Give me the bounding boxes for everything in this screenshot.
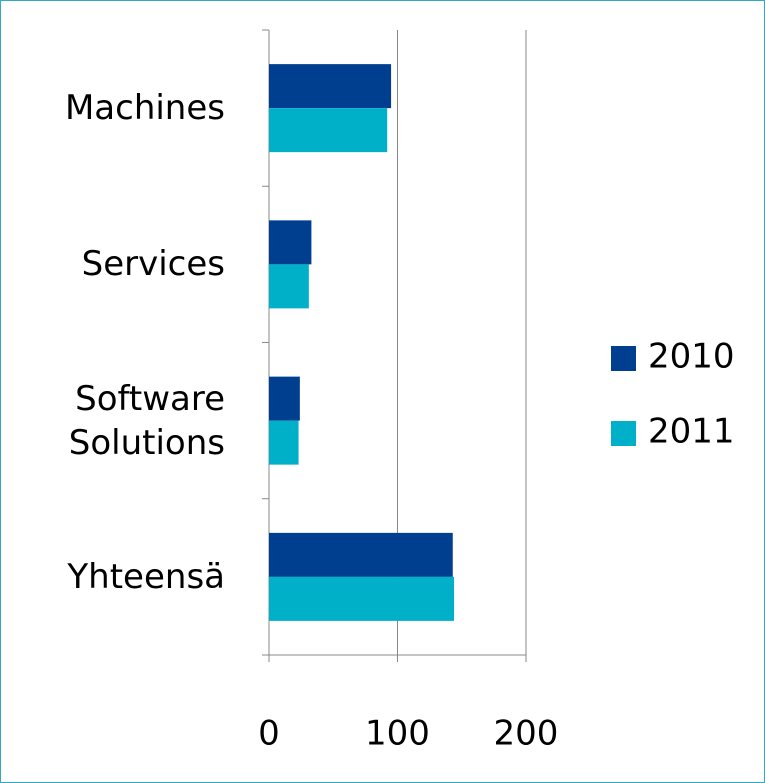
legend-label: 2011 xyxy=(648,412,735,452)
bar xyxy=(269,376,300,421)
legend-swatch xyxy=(611,346,636,371)
x-tick-label: 100 xyxy=(365,714,430,754)
bar xyxy=(269,532,453,577)
legend-label: 2010 xyxy=(648,337,735,377)
bar xyxy=(269,420,299,465)
bar xyxy=(269,264,309,309)
legend-swatch xyxy=(611,421,636,446)
y-tick-label: Services xyxy=(81,244,225,285)
bar xyxy=(269,220,312,265)
bar xyxy=(269,576,455,621)
x-tick-label: 200 xyxy=(494,714,559,754)
bar xyxy=(269,64,392,109)
y-tick-label: Yhteensä xyxy=(67,556,225,597)
bar xyxy=(269,108,388,153)
y-tick-label: Software Solutions xyxy=(68,378,225,463)
y-tick-label: Machines xyxy=(64,88,225,129)
x-tick-label: 0 xyxy=(258,714,280,754)
